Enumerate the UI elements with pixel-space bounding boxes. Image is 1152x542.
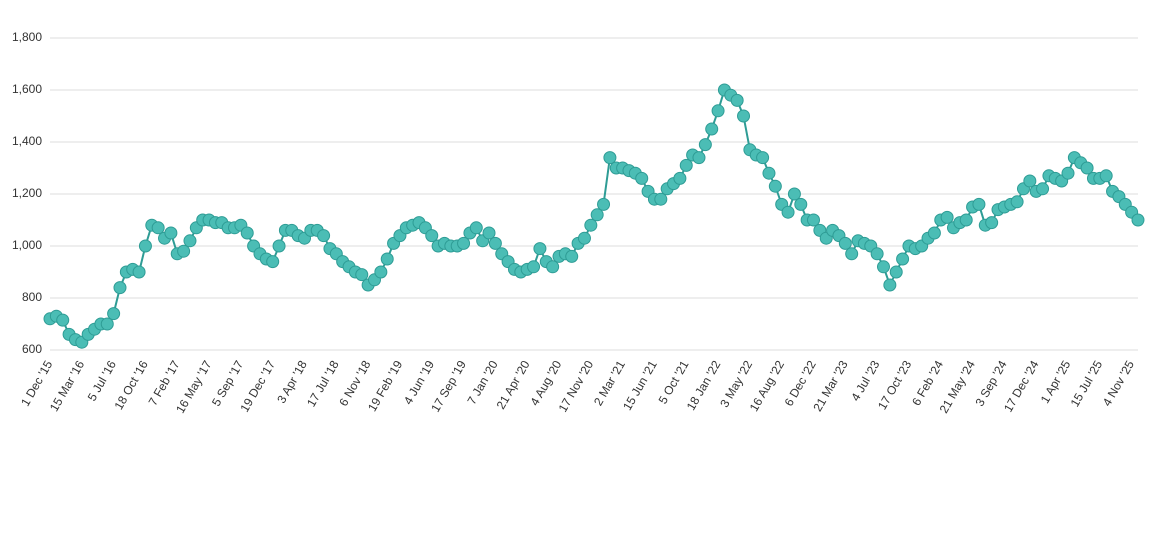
point <box>927 226 941 240</box>
point <box>940 210 954 224</box>
point <box>756 151 770 165</box>
point <box>972 197 986 211</box>
point <box>762 166 776 180</box>
point <box>1036 182 1050 196</box>
point <box>380 252 394 266</box>
point <box>266 255 280 269</box>
point <box>151 221 165 235</box>
point <box>794 197 808 211</box>
point <box>488 236 502 250</box>
point <box>603 151 617 165</box>
point <box>590 208 604 222</box>
point <box>959 213 973 227</box>
y-tick-label: 1,400 <box>12 134 42 148</box>
point <box>482 226 496 240</box>
point <box>730 93 744 107</box>
x-tick-label: 3 Apr '18 <box>274 358 310 406</box>
point <box>807 213 821 227</box>
point <box>654 192 668 206</box>
y-tick-label: 1,800 <box>12 30 42 44</box>
point <box>698 138 712 152</box>
point <box>565 249 579 263</box>
x-tick-label: 5 Jul '16 <box>85 358 119 404</box>
point <box>985 216 999 230</box>
point <box>838 236 852 250</box>
point <box>870 247 884 261</box>
point <box>845 247 859 261</box>
point <box>272 239 286 253</box>
point <box>100 317 114 331</box>
point <box>138 239 152 253</box>
point <box>584 218 598 232</box>
point <box>705 122 719 136</box>
point <box>457 236 471 250</box>
point <box>113 281 127 295</box>
point <box>469 221 483 235</box>
x-tick-label: 1 Apr '25 <box>1038 358 1074 406</box>
point <box>1099 169 1113 183</box>
point <box>527 260 541 274</box>
x-tick-label: 4 Jul '23 <box>848 358 882 404</box>
point <box>177 244 191 258</box>
point <box>781 205 795 219</box>
point <box>317 229 331 243</box>
y-tick-label: 1,200 <box>12 186 42 200</box>
point <box>374 265 388 279</box>
y-tick-label: 1,600 <box>12 82 42 96</box>
point <box>896 252 910 266</box>
point <box>56 313 70 327</box>
point <box>692 151 706 165</box>
point <box>355 268 369 282</box>
y-tick-label: 1,000 <box>12 238 42 252</box>
point <box>597 197 611 211</box>
point <box>183 234 197 248</box>
point <box>679 158 693 172</box>
x-tick-label: 4 Nov '25 <box>1100 358 1137 409</box>
point <box>1131 213 1145 227</box>
point <box>1080 161 1094 175</box>
point <box>1010 195 1024 209</box>
point <box>711 104 725 118</box>
y-tick-label: 800 <box>22 290 42 304</box>
point <box>787 187 801 201</box>
point <box>876 260 890 274</box>
point <box>240 226 254 240</box>
point <box>737 109 751 123</box>
point <box>1061 166 1075 180</box>
x-tick-label: 5 Oct '21 <box>656 358 692 407</box>
point <box>673 171 687 185</box>
point <box>533 242 547 256</box>
point <box>425 229 439 243</box>
point <box>577 231 591 245</box>
point <box>883 278 897 292</box>
point <box>889 265 903 279</box>
point <box>546 260 560 274</box>
point <box>768 179 782 193</box>
point <box>1023 174 1037 188</box>
point <box>132 265 146 279</box>
point <box>635 171 649 185</box>
y-tick-label: 600 <box>22 342 42 356</box>
point <box>164 226 178 240</box>
point <box>107 307 121 321</box>
